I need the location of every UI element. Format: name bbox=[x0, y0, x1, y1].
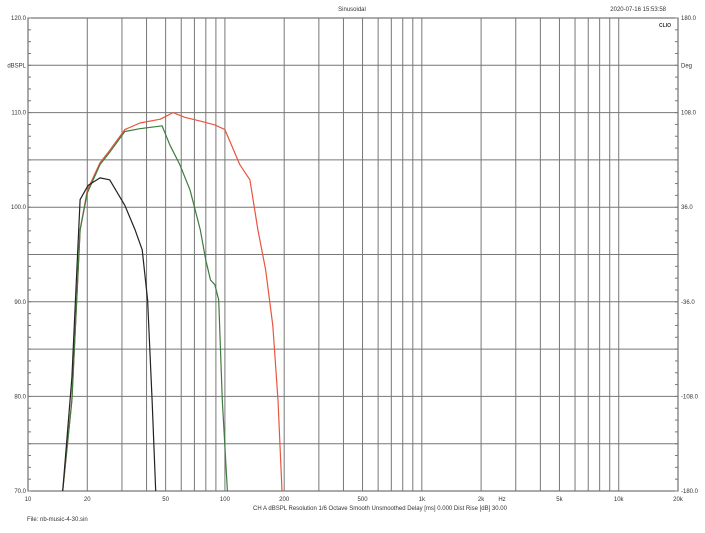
x-tick-label: 500 bbox=[358, 497, 369, 503]
file-name: File: nb-music-4-30.sin bbox=[27, 517, 88, 523]
x-axis-label: Hz bbox=[498, 497, 505, 503]
y-tick-label: 100.0 bbox=[11, 205, 27, 211]
x-tick-label: 50 bbox=[162, 497, 169, 503]
y2-tick-label: -108.0 bbox=[681, 394, 699, 400]
x-tick-label: 20 bbox=[84, 497, 91, 503]
y2-tick-label: -180.0 bbox=[681, 489, 699, 495]
series-line-1 bbox=[62, 112, 283, 492]
x-tick-label: 100 bbox=[220, 497, 231, 503]
x-tick-label: 10 bbox=[25, 497, 32, 503]
settings-line: CH A dBSPL Resolution 1/6 Octave Smooth … bbox=[253, 506, 508, 512]
y-tick-label: 80.0 bbox=[14, 394, 26, 400]
series-line-3 bbox=[62, 177, 157, 492]
x-tick-label: 20k bbox=[673, 497, 684, 503]
y-tick-label: 110.0 bbox=[11, 111, 26, 117]
chart-title: Sinusoidal bbox=[338, 7, 366, 13]
x-tick-label: 1k bbox=[419, 497, 426, 503]
x-tick-label: 2k bbox=[478, 497, 485, 503]
y-tick-label: 90.0 bbox=[14, 300, 26, 306]
series-line-2 bbox=[62, 125, 228, 492]
y-tick-label: 120.0 bbox=[11, 16, 27, 22]
x-tick-label: 200 bbox=[279, 497, 290, 503]
x-tick-label: 5k bbox=[556, 497, 563, 503]
y-tick-label: 70.0 bbox=[14, 489, 26, 495]
y2-tick-label: 180.0 bbox=[681, 16, 697, 22]
x-tick-label: 10k bbox=[614, 497, 625, 503]
y2-tick-label: Deg bbox=[681, 63, 692, 69]
y2-tick-label: 108.0 bbox=[681, 111, 697, 117]
y-tick-label: dBSPL bbox=[7, 63, 26, 69]
timestamp: 2020-07-16 15:53:58 bbox=[610, 7, 666, 13]
y2-tick-label: -36.0 bbox=[681, 300, 695, 306]
y2-tick-label: 36.0 bbox=[681, 205, 693, 211]
clio-logo: CLIO bbox=[659, 23, 671, 29]
